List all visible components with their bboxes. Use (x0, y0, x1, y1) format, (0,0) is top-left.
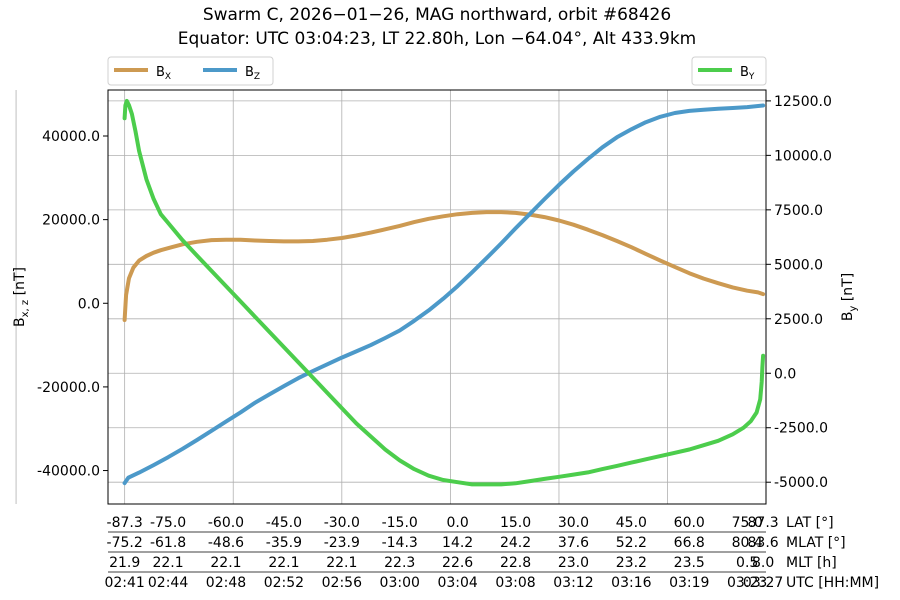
x-row-tick-label: 22.1 (268, 555, 299, 571)
x-row-tick-label: -75.2 (107, 535, 143, 551)
x-row-tick-label: 23.2 (616, 555, 647, 571)
x-row-tick-label: -23.9 (324, 535, 360, 551)
x-row-tick-label: 03:27 (743, 575, 783, 591)
x-row-name: LAT [°] (786, 515, 834, 531)
x-row-tick-label: -75.0 (150, 515, 186, 531)
x-row-tick-label: 21.9 (109, 555, 140, 571)
x-row-tick-label: 0.5 (736, 555, 758, 571)
x-row-tick-label: 03:23 (727, 575, 767, 591)
x-row-tick-label: 23.0 (558, 555, 589, 571)
x-row-tick-label: -60.0 (208, 515, 244, 531)
legend-left: BX BZ (107, 56, 274, 86)
right-tick-label: 12500.0 (774, 94, 832, 110)
x-row-tick-label: 03:00 (380, 575, 420, 591)
left-tick-label: 0.0 (78, 296, 100, 312)
left-axis-ticks: -40000.0 -20000.0 0.0 20000.0 40000.0 (37, 129, 108, 480)
x-row-tick-label: 83.6 (748, 535, 779, 551)
x-row-name: UTC [HH:MM] (786, 575, 879, 591)
x-row-tick-label: 37.6 (558, 535, 589, 551)
x-row-name: MLT [h] (786, 555, 837, 571)
x-row-tick-label: 03:04 (437, 575, 477, 591)
series-line-x (122, 210, 766, 322)
x-row-tick-label: 02:56 (322, 575, 362, 591)
x-row-tick-label: 15.0 (500, 515, 531, 531)
x-row-tick-label: 75.0 (732, 515, 763, 531)
left-axis-label: Bx, z [nT] (12, 267, 31, 327)
grid (15, 90, 766, 504)
x-row-tick-label: 66.8 (674, 535, 705, 551)
right-tick-label: 7500.0 (774, 203, 823, 219)
right-axis-label: By [nT] (840, 273, 859, 321)
x-row-tick-label: 24.2 (500, 535, 531, 551)
x-row-tick-label: -30.0 (324, 515, 360, 531)
x-row-tick-label: 22.1 (210, 555, 241, 571)
x-row-tick-label: 30.0 (558, 515, 589, 531)
series-layer (122, 98, 766, 487)
x-row-tick-label: -61.8 (150, 535, 186, 551)
series-line-z (122, 103, 766, 486)
right-tick-label: 10000.0 (774, 148, 832, 164)
x-row-tick-label: 03:08 (495, 575, 535, 591)
series-line-y (122, 98, 766, 487)
right-axis-ticks: -5000.0 -2500.0 0.0 2500.0 5000.0 7500.0 10000… (766, 94, 832, 491)
x-row-tick-label: -35.9 (266, 535, 302, 551)
x-row-tick-label: 22.8 (500, 555, 531, 571)
chart-title-line2: Equator: UTC 03:04:23, LT 22.80h, Lon −6… (178, 29, 697, 49)
right-tick-label: -5000.0 (774, 475, 828, 491)
legend-left-box (107, 56, 274, 86)
x-row-name: MLAT [°] (786, 535, 846, 551)
x-row-tick-label: 03:19 (669, 575, 709, 591)
x-row-tick-label: 02:41 (104, 575, 144, 591)
x-row-tick-label: 22.1 (152, 555, 183, 571)
left-tick-label: -40000.0 (37, 464, 100, 480)
x-row-tick-label: 22.1 (326, 555, 357, 571)
x-row-tick-label: 02:48 (206, 575, 246, 591)
left-tick-label: 20000.0 (42, 213, 100, 229)
plot-frame (107, 89, 767, 505)
right-tick-label: 2500.0 (774, 312, 823, 328)
legend-right: BY (691, 56, 767, 86)
x-row-tick-label: -45.0 (266, 515, 302, 531)
x-row-tick-label: 80.4 (732, 535, 763, 551)
x-row-tick-label: 14.2 (442, 535, 473, 551)
x-row-tick-label: 52.2 (616, 535, 647, 551)
x-axis-rows: -87.3 -75.0 -60.0 -45.0 -30.0 -15.0 0.0 15.0 30.… (104, 515, 879, 591)
x-row-tick-label: 87.3 (748, 515, 779, 531)
x-row-tick-label: 8.0 (752, 555, 774, 571)
x-row-tick-label: 03:12 (553, 575, 593, 591)
right-tick-label: -2500.0 (774, 421, 828, 437)
x-row-tick-label: -14.3 (382, 535, 418, 551)
x-row-tick-label: 03:16 (611, 575, 651, 591)
left-tick-label: 40000.0 (42, 129, 100, 145)
x-row-tick-label: 0.0 (446, 515, 468, 531)
right-tick-label: 5000.0 (774, 257, 823, 273)
chart-title-line1: Swarm C, 2026−01−26, MAG northward, orbi… (203, 5, 671, 25)
x-row-tick-label: -87.3 (107, 515, 143, 531)
x-row-tick-label: 45.0 (616, 515, 647, 531)
x-row-tick-label: -15.0 (382, 515, 418, 531)
x-row-tick-label: -48.6 (208, 535, 244, 551)
x-row-tick-label: 22.3 (384, 555, 415, 571)
left-tick-label: -20000.0 (37, 380, 100, 396)
x-row-tick-label: 23.5 (674, 555, 705, 571)
right-tick-label: 0.0 (774, 366, 796, 382)
x-row-tick-label: 22.6 (442, 555, 473, 571)
x-row-tick-label: 02:52 (264, 575, 304, 591)
x-row-tick-label: 60.0 (674, 515, 705, 531)
x-row-tick-label: 02:44 (148, 575, 188, 591)
